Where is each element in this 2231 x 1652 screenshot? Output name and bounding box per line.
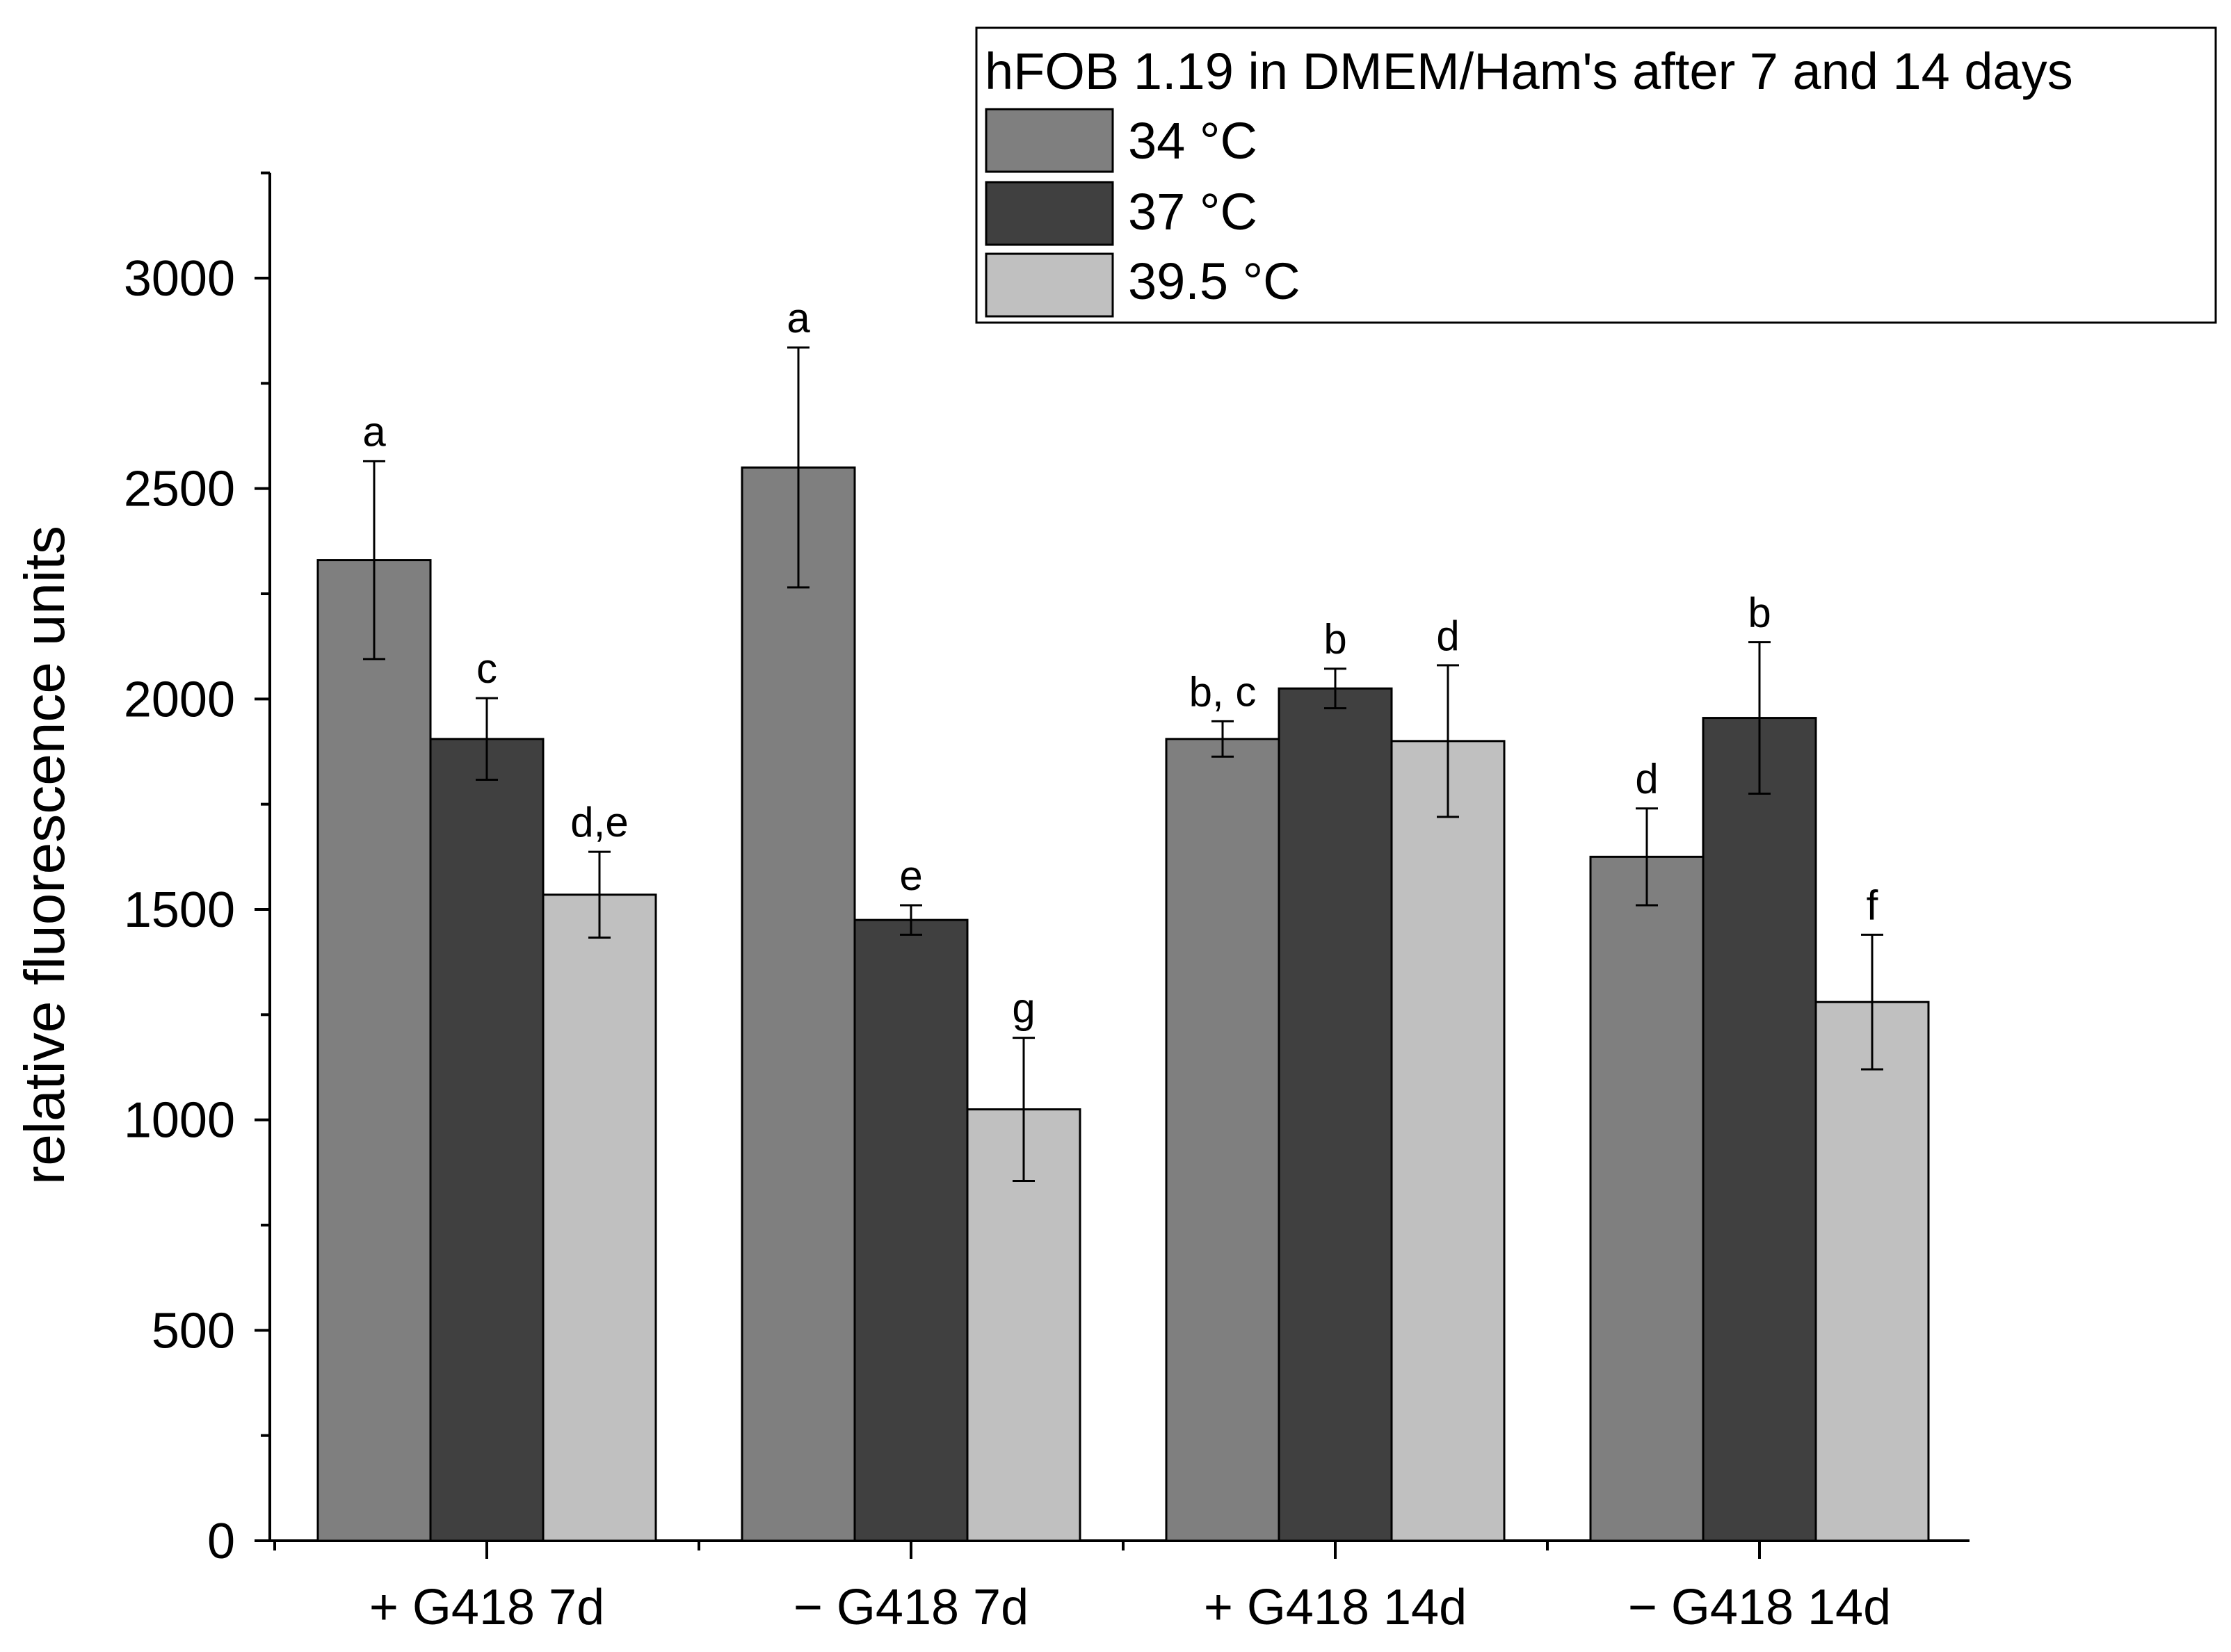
- significance-label: f: [1867, 882, 1878, 928]
- error-bars: [363, 346, 1883, 1182]
- bar: [316, 559, 432, 1542]
- x-category-label: − G418 14d: [1628, 1580, 1891, 1635]
- x-category-label: − G418 7d: [794, 1580, 1029, 1635]
- legend-swatch-37: [985, 181, 1114, 246]
- significance-label: e: [899, 852, 922, 899]
- x-category-label: + G418 7d: [369, 1580, 604, 1635]
- significance-labels: a a b, c d c e b b d,e g d f: [362, 295, 1878, 1032]
- significance-label: a: [362, 408, 386, 455]
- significance-label: b: [1323, 616, 1346, 663]
- significance-label: c: [476, 645, 497, 692]
- significance-label: d,e: [570, 799, 628, 845]
- y-tick-label: 1500: [124, 882, 235, 938]
- y-tick-label: 2500: [124, 462, 235, 517]
- legend-label-39-5: 39.5 °C: [1128, 252, 1300, 310]
- legend-label-37: 37 °C: [1128, 183, 1257, 241]
- bar: [1589, 855, 1705, 1542]
- bar: [1278, 687, 1393, 1542]
- significance-label: b, c: [1189, 668, 1257, 715]
- y-tick-label: 2000: [124, 672, 235, 727]
- y-tick-label: 0: [207, 1514, 235, 1569]
- significance-label: g: [1012, 985, 1035, 1032]
- y-tick-label: 500: [152, 1303, 235, 1359]
- bar: [542, 893, 657, 1542]
- bar: [429, 738, 545, 1542]
- legend-title: hFOB 1.19 in DMEM/Ham's after 7 and 14 d…: [985, 42, 2073, 100]
- legend-label-34: 34 °C: [1128, 112, 1257, 170]
- x-category-label: + G418 14d: [1204, 1580, 1467, 1635]
- legend-swatch-39-5: [985, 252, 1114, 318]
- bar: [1165, 738, 1280, 1542]
- axes: 0 500 1000 1500 2000 2500 3000 + G418 7d − G418 …: [124, 171, 1970, 1635]
- significance-label: a: [787, 295, 810, 341]
- y-tick-label: 1000: [124, 1093, 235, 1149]
- y-tick-label: 3000: [124, 251, 235, 307]
- bar: [1390, 740, 1506, 1542]
- bar: [1814, 1001, 1930, 1542]
- y-axis-label: relative fluorescence units: [13, 526, 76, 1185]
- significance-label: d: [1635, 756, 1658, 802]
- bars: [316, 466, 1930, 1542]
- significance-label: d: [1436, 613, 1459, 659]
- bar: [853, 918, 969, 1542]
- legend-frame: [975, 26, 2217, 324]
- legend: hFOB 1.19 in DMEM/Ham's after 7 and 14 d…: [975, 26, 2217, 324]
- bar: [1702, 717, 1817, 1542]
- bar: [741, 466, 856, 1542]
- legend-swatch-34: [985, 108, 1114, 173]
- significance-label: b: [1748, 590, 1771, 636]
